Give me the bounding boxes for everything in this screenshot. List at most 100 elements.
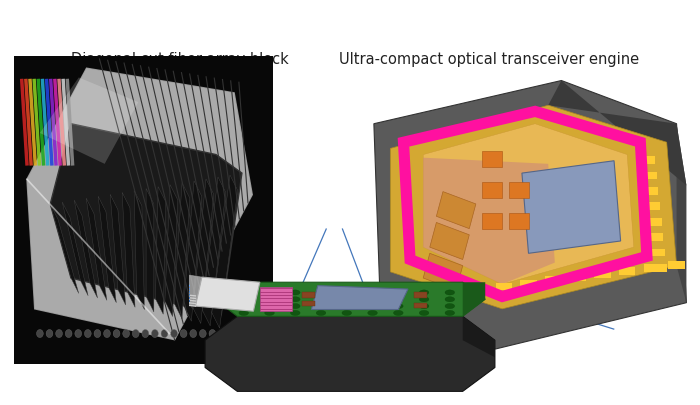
Polygon shape (548, 81, 687, 186)
Circle shape (342, 311, 351, 316)
Polygon shape (110, 195, 126, 305)
Circle shape (290, 290, 300, 295)
Polygon shape (424, 124, 634, 284)
Bar (302, 293, 314, 298)
Circle shape (393, 304, 403, 309)
Circle shape (290, 297, 300, 302)
Bar (482, 152, 502, 168)
Circle shape (419, 304, 429, 309)
Bar (650, 234, 664, 241)
Bar (397, 295, 413, 303)
Polygon shape (50, 124, 242, 315)
Circle shape (151, 330, 158, 338)
Polygon shape (86, 199, 107, 301)
Circle shape (316, 297, 326, 302)
Circle shape (368, 304, 377, 309)
Polygon shape (50, 205, 78, 294)
Circle shape (316, 290, 326, 295)
Polygon shape (40, 78, 139, 164)
Circle shape (368, 297, 377, 302)
Bar (302, 301, 314, 306)
Text: Ultra-compact optical transceiver engine: Ultra-compact optical transceiver engine (339, 52, 639, 67)
Text: Diagonal cut fiber array block: Diagonal cut fiber array block (71, 52, 288, 67)
Circle shape (368, 290, 377, 295)
Circle shape (393, 290, 403, 295)
Polygon shape (374, 81, 687, 349)
Circle shape (342, 290, 351, 295)
Polygon shape (155, 187, 166, 314)
Polygon shape (463, 317, 495, 357)
Circle shape (113, 330, 120, 338)
Bar (471, 286, 487, 294)
Circle shape (419, 297, 429, 302)
Bar (482, 214, 502, 229)
Circle shape (161, 330, 168, 338)
Circle shape (445, 290, 455, 295)
Polygon shape (436, 192, 476, 229)
Polygon shape (195, 277, 260, 311)
Polygon shape (27, 69, 252, 340)
Circle shape (171, 330, 177, 338)
Bar (654, 264, 666, 272)
Circle shape (445, 297, 455, 302)
Polygon shape (174, 183, 190, 319)
Circle shape (75, 330, 82, 338)
Polygon shape (98, 197, 116, 303)
Circle shape (342, 297, 351, 302)
Polygon shape (424, 158, 555, 284)
Bar (414, 303, 427, 308)
Circle shape (122, 330, 130, 338)
Polygon shape (676, 124, 687, 303)
Circle shape (56, 330, 62, 338)
Circle shape (393, 297, 403, 302)
Bar (421, 292, 438, 300)
Polygon shape (463, 283, 485, 317)
Bar (642, 157, 655, 164)
Circle shape (65, 330, 72, 338)
Polygon shape (215, 283, 485, 317)
Circle shape (104, 330, 111, 338)
Circle shape (265, 297, 274, 302)
Circle shape (419, 290, 429, 295)
Bar (668, 261, 685, 269)
Circle shape (239, 297, 248, 302)
Bar (649, 218, 661, 226)
Circle shape (181, 330, 187, 338)
Circle shape (265, 304, 274, 309)
Polygon shape (146, 189, 154, 312)
Circle shape (142, 330, 148, 338)
Polygon shape (183, 181, 202, 322)
Circle shape (368, 311, 377, 316)
Bar (447, 289, 463, 297)
Circle shape (239, 311, 248, 316)
Circle shape (393, 311, 403, 316)
Polygon shape (212, 176, 238, 328)
Polygon shape (62, 202, 88, 296)
Circle shape (85, 330, 91, 338)
Polygon shape (312, 286, 408, 310)
Polygon shape (430, 223, 469, 260)
Circle shape (316, 304, 326, 309)
Circle shape (265, 290, 274, 295)
Circle shape (239, 304, 248, 309)
Polygon shape (522, 161, 621, 254)
Bar (520, 280, 537, 288)
Polygon shape (74, 200, 97, 298)
Circle shape (209, 330, 216, 338)
Polygon shape (193, 179, 214, 324)
Circle shape (419, 311, 429, 316)
Bar (414, 293, 427, 298)
Bar (496, 283, 512, 291)
Circle shape (218, 330, 225, 338)
Bar (645, 188, 659, 195)
Circle shape (445, 311, 455, 316)
Bar (570, 274, 586, 281)
Bar (482, 183, 502, 198)
Circle shape (445, 304, 455, 309)
Bar (594, 271, 610, 278)
Circle shape (132, 330, 139, 338)
Circle shape (239, 290, 248, 295)
Circle shape (190, 330, 197, 338)
Polygon shape (165, 185, 178, 317)
Bar (652, 249, 665, 257)
